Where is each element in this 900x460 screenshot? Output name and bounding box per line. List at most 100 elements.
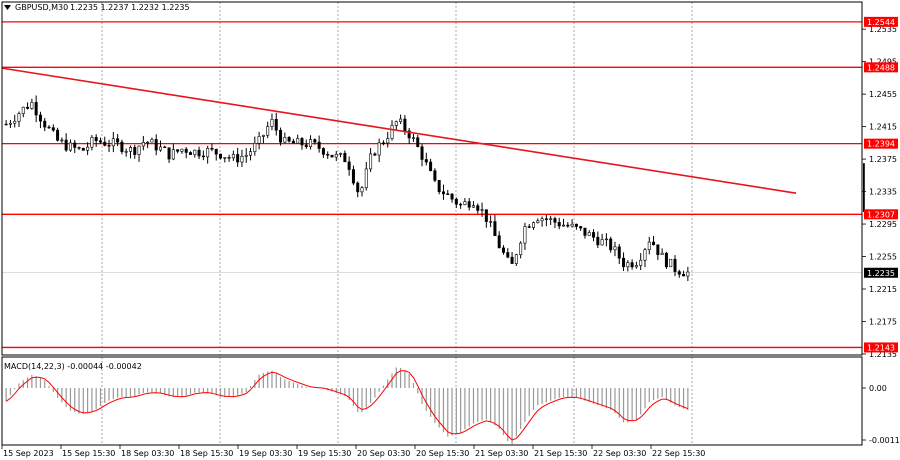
trend-line-group <box>1 67 865 212</box>
candle-body <box>527 226 531 228</box>
ohlc-readout: 1.2235 1.2237 1.2232 1.2235 <box>70 3 190 12</box>
candle-body <box>227 157 231 159</box>
candle-body <box>592 232 596 238</box>
candle-body <box>540 218 544 222</box>
symbol-label: GBPUSD,M30 <box>15 3 68 12</box>
candle-body <box>321 148 325 155</box>
chart-frame <box>1 1 863 446</box>
candle-body <box>386 138 390 144</box>
price-tick-label: 1.2135 <box>869 350 897 359</box>
time-tick-label: 22 Sep 03:30 <box>593 449 646 458</box>
candle-body <box>326 154 330 156</box>
candle-body <box>643 249 647 261</box>
candle-body <box>4 123 8 126</box>
price-tick-label: 1.2255 <box>869 253 897 262</box>
candle-body <box>180 148 184 152</box>
candle-body <box>613 246 617 251</box>
candle-body <box>60 139 64 142</box>
dropdown-triangle-icon[interactable] <box>4 5 11 10</box>
level-tag <box>864 342 898 353</box>
candle-body <box>253 142 257 152</box>
candle-body <box>609 238 613 251</box>
candle-body <box>634 265 638 268</box>
candle-body <box>21 106 25 114</box>
candle-body <box>411 137 415 139</box>
candle-body <box>673 258 677 272</box>
candle-body <box>420 146 424 160</box>
candle-body <box>514 254 518 264</box>
candle-body <box>240 156 244 163</box>
level-tag <box>864 138 898 149</box>
macd-tick-label: -0.00117 <box>869 436 900 445</box>
macd-pane-border <box>1 356 863 446</box>
candle-body <box>377 142 381 156</box>
candle-body <box>476 205 480 211</box>
candle-body <box>111 138 115 147</box>
candle-body <box>369 153 373 170</box>
candle-body <box>506 252 510 258</box>
candle-body <box>279 129 283 143</box>
candle-body <box>686 271 690 277</box>
candle-body <box>107 145 111 147</box>
level-tag-label: 1.2143 <box>867 343 895 352</box>
candle-body <box>313 139 317 143</box>
level-tag-label: 1.2307 <box>867 210 895 219</box>
candle-body <box>26 106 30 109</box>
candle-body <box>81 148 85 151</box>
candle-body <box>244 154 248 157</box>
price-tick-label: 1.2375 <box>869 155 897 164</box>
candle-body <box>43 120 47 128</box>
candle-body <box>501 247 505 253</box>
time-tick-label: 22 Sep 15:30 <box>652 449 705 458</box>
price-tick-label: 1.2495 <box>869 58 897 67</box>
candle-body <box>116 138 120 143</box>
candle-body <box>158 146 162 151</box>
candle-body <box>47 126 51 129</box>
level-tag-label: 1.2488 <box>867 63 895 72</box>
candle-body <box>86 146 90 151</box>
candle-body <box>94 137 98 142</box>
candle-body <box>360 187 364 193</box>
candle-body <box>441 191 445 195</box>
candle-body <box>399 118 403 122</box>
candle-body <box>103 141 107 146</box>
candle-body <box>596 236 600 246</box>
level-tag <box>864 62 898 73</box>
candle-body <box>120 141 124 152</box>
candle-body <box>639 259 643 266</box>
candle-body <box>480 209 484 211</box>
candle-body <box>433 170 437 181</box>
candle-body <box>261 134 265 137</box>
candle-body <box>167 147 171 160</box>
candle-body <box>283 137 287 143</box>
candle-body <box>197 149 201 157</box>
candle-body <box>660 252 664 255</box>
candle-body <box>176 149 180 152</box>
candle-body <box>249 151 253 156</box>
level-tag <box>864 209 898 220</box>
price-axis: 1.2535 1.2495 1.2455 1.2415 1.2375 1.2335 1.22… <box>862 16 900 445</box>
price-tick-label: 1.2215 <box>869 285 897 294</box>
candle-body <box>51 127 55 131</box>
candle-body <box>77 147 81 149</box>
candle-body <box>206 147 210 158</box>
price-pane-border <box>1 1 863 356</box>
candle-body <box>231 154 235 159</box>
candle-body <box>553 218 557 223</box>
candle-body <box>489 221 493 223</box>
time-tick-label: 19 Sep 03:30 <box>239 449 292 458</box>
candle-body <box>574 223 578 227</box>
candle-body <box>630 262 634 268</box>
candle-body <box>8 122 12 125</box>
candle-body <box>339 152 343 155</box>
candle-body <box>141 142 145 147</box>
price-tick-label: 1.2415 <box>869 123 897 132</box>
candle-body <box>682 274 686 277</box>
candle-body <box>304 144 308 147</box>
candle-body <box>330 154 334 158</box>
candle-body <box>257 136 261 144</box>
candles <box>4 95 690 282</box>
candle-body <box>583 227 587 236</box>
